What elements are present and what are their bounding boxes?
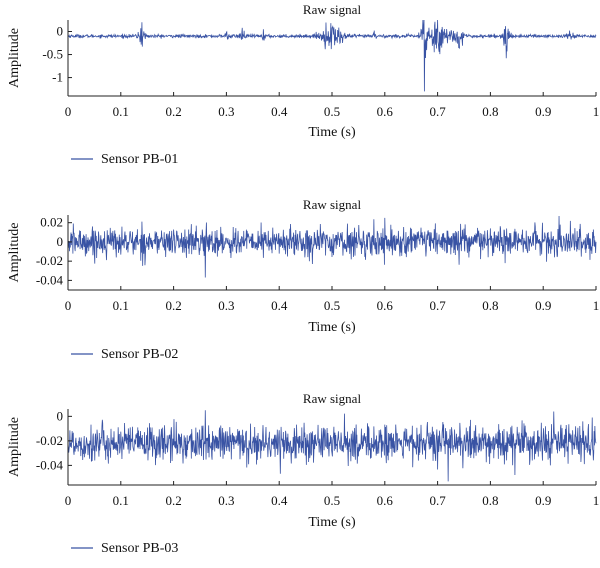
- x-tick-label: 0.7: [429, 104, 446, 119]
- x-tick-label: 0.1: [113, 298, 129, 313]
- x-tick-label: 0.7: [429, 298, 446, 313]
- legend: Sensor PB-03: [71, 541, 178, 556]
- y-tick-label: -0.5: [42, 47, 63, 62]
- x-tick-label: 0.3: [218, 104, 234, 119]
- y-tick-label: -0.02: [36, 253, 63, 268]
- x-tick-label: 0.4: [271, 493, 288, 508]
- y-tick-label: 0: [57, 234, 64, 249]
- series-line-sensor-pb-03: [67, 410, 597, 482]
- x-tick-label: 0.5: [324, 104, 340, 119]
- y-tick-label: -0.04: [36, 272, 64, 287]
- legend: Sensor PB-01: [71, 152, 178, 167]
- legend: Sensor PB-02: [71, 347, 178, 362]
- chart-panel-2: Raw signal 0 0.1 0.2 0.3 0.4 0.5 0.6 0.7 0.8 0.9 1 0…: [7, 197, 599, 362]
- y-tick-label: -0.04: [36, 457, 64, 472]
- x-tick-label: 0.8: [482, 298, 498, 313]
- series-line-sensor-pb-02: [67, 215, 597, 278]
- legend-label: Sensor PB-01: [101, 152, 178, 167]
- x-tick-label: 0.3: [218, 298, 234, 313]
- x-tick-label: 1: [593, 298, 600, 313]
- legend-label: Sensor PB-03: [101, 541, 178, 556]
- x-tick-label: 0.5: [324, 493, 340, 508]
- x-tick-label: 0.9: [535, 493, 551, 508]
- x-tick-label: 0.9: [535, 104, 551, 119]
- x-tick-label: 0.2: [165, 493, 181, 508]
- x-tick-label: 0.1: [113, 493, 129, 508]
- y-tick-label: -0.02: [36, 433, 63, 448]
- y-axis-label: Amplitude: [7, 417, 22, 477]
- x-tick-label: 0.2: [165, 298, 181, 313]
- y-tick-label: -1: [52, 70, 63, 85]
- x-tick-label: 0.6: [377, 298, 394, 313]
- x-tick-label: 0: [65, 493, 72, 508]
- chart-title: Raw signal: [303, 197, 362, 212]
- x-axis-label: Time (s): [308, 515, 356, 530]
- x-tick-label: 0.1: [113, 104, 129, 119]
- x-tick-label: 0.6: [377, 493, 394, 508]
- y-axis-label: Amplitude: [7, 223, 22, 283]
- x-axis-label: Time (s): [308, 320, 356, 335]
- series-line-sensor-pb-01: [67, 19, 597, 92]
- x-tick-label: 0.8: [482, 104, 498, 119]
- x-tick-label: 0: [65, 104, 72, 119]
- y-tick-label: 0: [57, 408, 64, 423]
- x-tick-label: 0.2: [165, 104, 181, 119]
- x-tick-label: 0: [65, 298, 72, 313]
- x-axis-label: Time (s): [308, 125, 356, 140]
- chart-title: Raw signal: [303, 391, 362, 406]
- x-tick-label: 1: [593, 104, 600, 119]
- legend-label: Sensor PB-02: [101, 347, 178, 362]
- x-tick-label: 0.4: [271, 104, 288, 119]
- x-tick-label: 0.3: [218, 493, 234, 508]
- y-tick-label: 0.02: [40, 215, 63, 230]
- y-tick-label: 0: [57, 24, 64, 39]
- x-tick-label: 0.4: [271, 298, 288, 313]
- chart-panel-1: Raw signal 0 0.1 0.2 0.3 0.4 0.5 0.6 0.7 0.8 0.9 1 0…: [7, 2, 599, 167]
- x-tick-label: 0.7: [429, 493, 446, 508]
- chart-panel-3: Raw signal 0 0.1 0.2 0.3 0.4 0.5 0.6 0.7 0.8 0.9 1 0…: [7, 391, 599, 556]
- chart-title: Raw signal: [303, 2, 362, 17]
- x-tick-label: 0.5: [324, 298, 340, 313]
- y-axis-label: Amplitude: [7, 28, 22, 88]
- x-tick-label: 0.8: [482, 493, 498, 508]
- x-tick-label: 0.9: [535, 298, 551, 313]
- x-tick-label: 1: [593, 493, 600, 508]
- x-tick-label: 0.6: [377, 104, 394, 119]
